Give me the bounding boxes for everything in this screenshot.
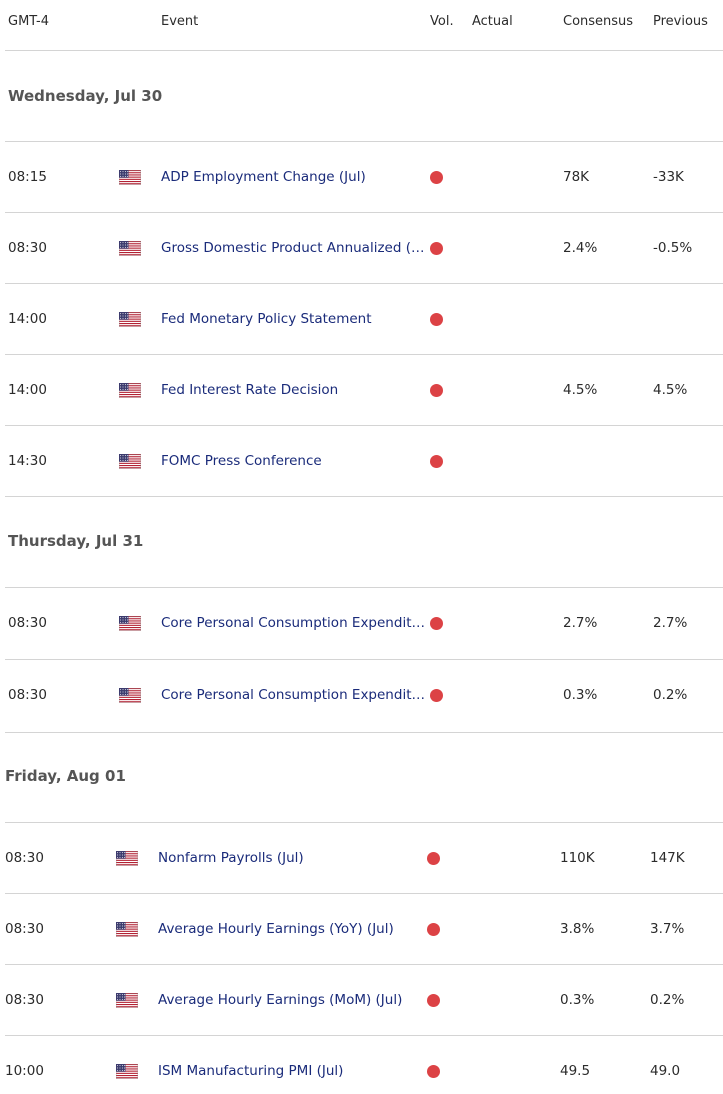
high-volatility-dot-icon — [430, 313, 443, 326]
event-name-link[interactable]: Fed Monetary Policy Statement — [161, 311, 372, 327]
event-previous: 0.2% — [650, 992, 685, 1008]
event-name-link[interactable]: ADP Employment Change (Jul) — [161, 169, 366, 185]
event-time: 14:30 — [8, 453, 47, 469]
event-previous: 0.2% — [653, 687, 688, 703]
event-consensus: 2.4% — [563, 240, 598, 256]
event-consensus: 49.5 — [560, 1063, 591, 1079]
high-volatility-dot-icon — [427, 1065, 440, 1078]
event-consensus: 3.8% — [560, 921, 595, 937]
event-consensus: 4.5% — [563, 382, 598, 398]
event-previous: 49.0 — [650, 1063, 681, 1079]
event-previous: 3.7% — [650, 921, 685, 937]
row-divider — [5, 659, 723, 660]
us-flag-icon — [118, 382, 142, 399]
event-time: 08:30 — [8, 615, 47, 631]
event-consensus: 110K — [560, 850, 595, 866]
high-volatility-dot-icon — [430, 455, 443, 468]
high-volatility-dot-icon — [427, 852, 440, 865]
high-volatility-dot-icon — [430, 171, 443, 184]
day-divider — [5, 822, 723, 823]
high-volatility-dot-icon — [430, 689, 443, 702]
event-time: 08:30 — [8, 687, 47, 703]
event-consensus: 0.3% — [563, 687, 598, 703]
day-divider — [5, 587, 723, 588]
high-volatility-dot-icon — [427, 923, 440, 936]
event-name-link[interactable]: Core Personal Consumption Expendit… — [161, 687, 425, 703]
event-time: 10:00 — [5, 1063, 44, 1079]
header-previous: Previous — [653, 14, 708, 29]
us-flag-icon — [118, 311, 142, 328]
row-divider — [5, 732, 723, 733]
row-divider — [5, 496, 723, 497]
event-name-link[interactable]: Average Hourly Earnings (YoY) (Jul) — [158, 921, 394, 937]
event-consensus: 2.7% — [563, 615, 598, 631]
day-heading: Thursday, Jul 31 — [8, 532, 144, 550]
us-flag-icon — [118, 453, 142, 470]
high-volatility-dot-icon — [430, 242, 443, 255]
event-time: 14:00 — [8, 382, 47, 398]
event-name-link[interactable]: Core Personal Consumption Expendit… — [161, 615, 425, 631]
event-name-link[interactable]: Nonfarm Payrolls (Jul) — [158, 850, 304, 866]
us-flag-icon — [118, 687, 142, 704]
day-heading: Wednesday, Jul 30 — [8, 87, 163, 105]
event-time: 08:30 — [5, 921, 44, 937]
event-previous: 4.5% — [653, 382, 688, 398]
row-divider — [5, 1035, 723, 1036]
event-consensus: 78K — [563, 169, 590, 185]
event-time: 08:30 — [8, 240, 47, 256]
us-flag-icon — [115, 1063, 139, 1080]
event-previous: -0.5% — [653, 240, 693, 256]
us-flag-icon — [115, 850, 139, 867]
row-divider — [5, 354, 723, 355]
day-heading: Friday, Aug 01 — [5, 767, 126, 785]
header-vol: Vol. — [430, 14, 454, 29]
event-previous: 2.7% — [653, 615, 688, 631]
day-divider — [5, 141, 723, 142]
row-divider — [5, 283, 723, 284]
us-flag-icon — [118, 615, 142, 632]
event-previous: 147K — [650, 850, 685, 866]
event-time: 08:30 — [5, 992, 44, 1008]
row-divider — [5, 893, 723, 894]
header-event: Event — [161, 14, 199, 29]
header-actual: Actual — [472, 14, 513, 29]
row-divider — [5, 212, 723, 213]
row-divider — [5, 425, 723, 426]
event-name-link[interactable]: FOMC Press Conference — [161, 453, 322, 469]
header-time: GMT-4 — [8, 14, 49, 29]
event-name-link[interactable]: ISM Manufacturing PMI (Jul) — [158, 1063, 344, 1079]
us-flag-icon — [115, 992, 139, 1009]
event-name-link[interactable]: Gross Domestic Product Annualized (… — [161, 240, 425, 256]
us-flag-icon — [115, 921, 139, 938]
header-divider — [5, 50, 723, 51]
high-volatility-dot-icon — [427, 994, 440, 1007]
us-flag-icon — [118, 169, 142, 186]
high-volatility-dot-icon — [430, 617, 443, 630]
event-previous: -33K — [653, 169, 684, 185]
event-name-link[interactable]: Average Hourly Earnings (MoM) (Jul) — [158, 992, 403, 1008]
us-flag-icon — [118, 240, 142, 257]
header-consensus: Consensus — [563, 14, 634, 29]
row-divider — [5, 964, 723, 965]
event-consensus: 0.3% — [560, 992, 595, 1008]
high-volatility-dot-icon — [430, 384, 443, 397]
event-time: 08:15 — [8, 169, 47, 185]
event-name-link[interactable]: Fed Interest Rate Decision — [161, 382, 339, 398]
event-time: 08:30 — [5, 850, 44, 866]
event-time: 14:00 — [8, 311, 47, 327]
